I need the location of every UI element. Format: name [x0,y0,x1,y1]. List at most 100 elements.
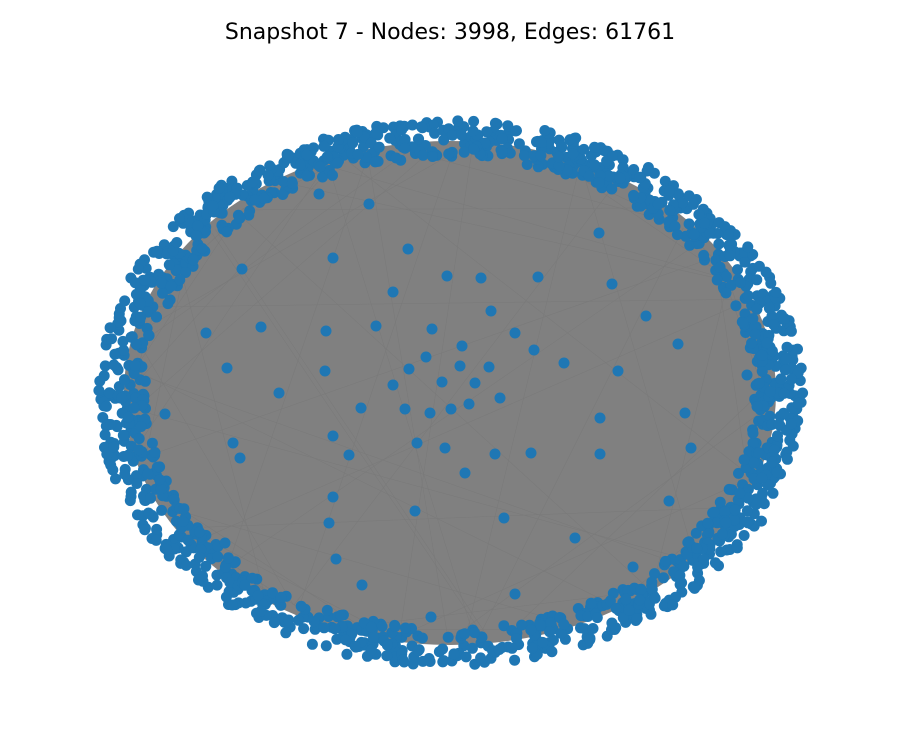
graph-node [133,444,145,456]
graph-node [509,327,521,339]
graph-node [268,617,280,629]
graph-node [711,274,723,286]
graph-node [714,261,726,273]
graph-node [93,385,105,396]
graph-node [151,245,163,257]
graph-node [213,182,225,194]
graph-node [387,286,399,298]
graph-node [129,360,141,372]
graph-node [766,456,778,468]
graph-node [329,623,341,635]
graph-node [207,200,219,212]
graph-node [719,506,731,518]
graph-node [589,141,600,153]
graph-node [739,308,751,320]
graph-edge [241,207,656,211]
graph-node [398,656,410,668]
graph-node [771,466,783,478]
graph-node [222,552,234,564]
graph-edge [133,166,333,386]
graph-node [720,517,732,529]
graph-node [607,150,618,162]
graph-node [308,142,319,154]
graph-node [323,517,335,529]
graph-node [628,164,640,175]
graph-node [475,652,487,664]
graph-node [687,198,699,210]
graph-node [442,631,454,643]
graph-node [221,226,233,238]
graph-node [713,238,725,250]
graph-node [412,133,424,145]
graph-node [617,612,629,624]
graph-node [351,126,363,138]
graph-node [723,229,734,241]
graph-node [741,516,753,528]
graph-node [733,467,744,479]
graph-node [518,150,530,162]
graph-node [402,243,414,255]
graph-node [778,407,790,419]
graph-node [658,572,669,584]
graph-node [262,169,274,181]
graph-node [427,151,438,162]
graph-edge [198,302,744,541]
graph-node [748,473,760,485]
graph-node [606,617,618,629]
graph-node [318,140,330,152]
graph-node [593,177,605,189]
graph-edge [348,161,749,475]
graph-node [145,492,156,504]
graph-node [792,397,804,409]
graph-node [606,183,618,195]
graph-node [167,221,179,233]
graph-node [221,362,233,374]
graph-node [212,551,224,563]
graph-node [546,646,558,658]
graph-node [293,614,305,626]
graph-node [130,288,142,300]
graph-node [671,229,683,241]
graph-node [688,228,700,240]
graph-node [331,633,343,645]
graph-node [756,365,768,377]
graph-node [355,402,367,414]
graph-node [728,514,740,526]
graph-node [749,328,761,340]
graph-node [403,363,415,375]
graph-node [363,198,375,210]
graph-node [157,287,168,299]
graph-node [778,313,790,324]
graph-node [635,583,647,595]
graph-node [258,192,270,204]
graph-node [555,627,567,639]
graph-node [219,537,231,549]
graph-node [509,654,521,666]
graph-node [635,200,647,212]
graph-edge [145,148,461,329]
graph-node [659,175,671,187]
graph-edge [288,183,732,282]
graph-node [704,543,716,555]
graph-node [156,504,168,516]
core-nodes [159,188,753,623]
graph-edge [298,148,455,608]
graph-node [785,325,797,337]
graph-node [785,373,797,385]
graph-node [151,523,163,535]
graph-node [234,212,246,224]
graph-node [509,588,521,600]
graph-node [343,449,355,461]
graph-node [119,374,130,386]
graph-node [247,176,259,188]
graph-node [584,634,596,646]
graph-node [714,496,726,508]
graph-node [180,559,192,571]
graph-node [699,217,710,229]
graph-node [693,575,705,586]
edge-mass [124,141,776,645]
graph-node [370,127,382,139]
graph-node [384,132,396,144]
graph-node [780,353,792,365]
